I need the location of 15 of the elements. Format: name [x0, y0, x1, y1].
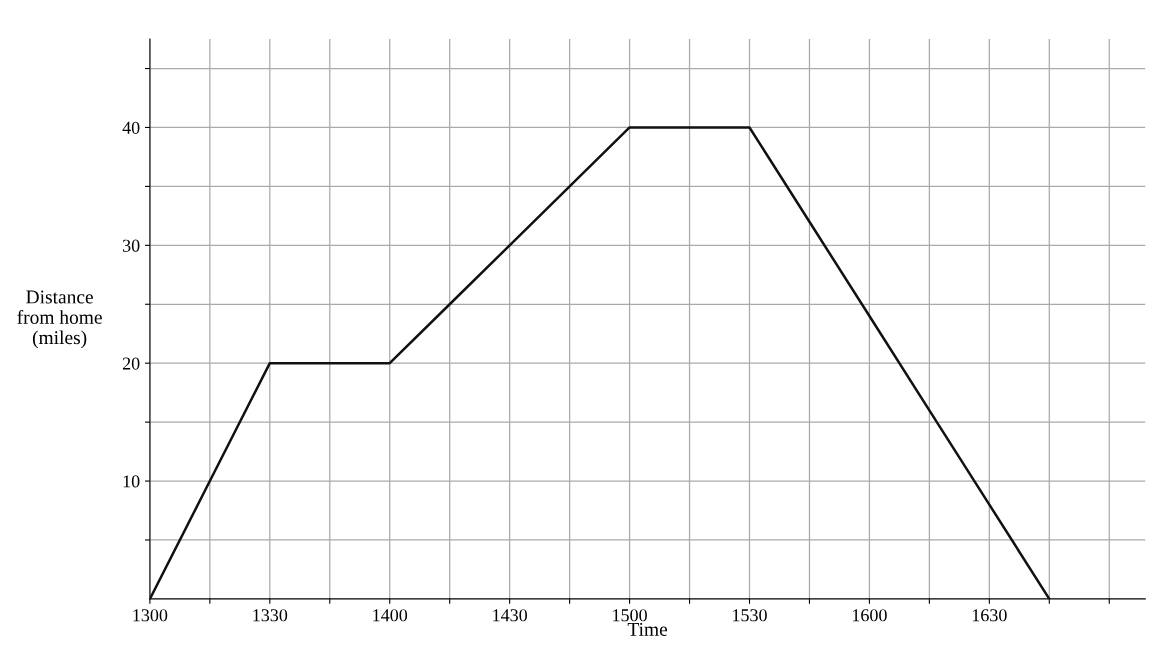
y-tick-label: 20: [122, 357, 140, 370]
y-tick-label: 40: [122, 121, 140, 134]
x-tick-label: 1530: [733, 609, 767, 622]
line-series: [149, 126, 1051, 599]
x-tick-label: 1330: [253, 609, 288, 622]
x-tick-label: 1400: [373, 609, 408, 622]
y-tick-label: 10: [123, 475, 140, 488]
x-tick-label: 1430: [493, 609, 528, 622]
x-tick-label: 1300: [133, 609, 168, 622]
y-axis-title: Distance from home (miles): [17, 290, 102, 349]
x-tick-label: 1600: [852, 609, 887, 622]
y-tick-label: 30: [122, 239, 140, 252]
x-tick-label: 1500: [613, 609, 647, 622]
x-tick-label: 1630: [972, 609, 1007, 622]
x-axis-title: Time: [627, 622, 668, 636]
